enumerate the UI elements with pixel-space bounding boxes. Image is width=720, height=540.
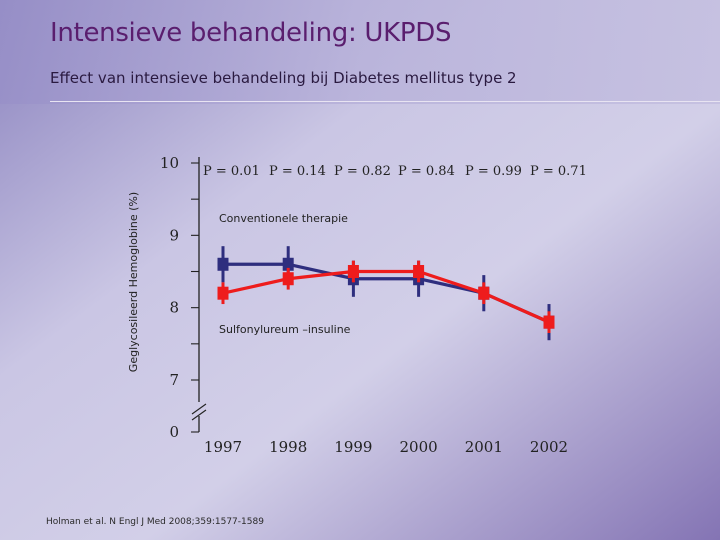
data-point bbox=[282, 272, 294, 286]
p-value-label: P = 0.14 bbox=[269, 164, 326, 179]
y-tick-label: 0 bbox=[169, 423, 179, 441]
data-point bbox=[217, 286, 229, 300]
citation: Holman et al. N Engl J Med 2008;359:1577… bbox=[46, 517, 264, 527]
series-layer bbox=[217, 246, 555, 341]
y-tick-label: 10 bbox=[160, 154, 179, 172]
x-tick-label: 2001 bbox=[465, 438, 503, 456]
p-value-label: P = 0.99 bbox=[465, 164, 522, 179]
y-tick-label: 7 bbox=[169, 371, 179, 389]
title-divider bbox=[50, 101, 720, 102]
p-value-label: P = 0.71 bbox=[530, 164, 587, 179]
axis-break-mark bbox=[191, 403, 207, 415]
x-tick-label: 2000 bbox=[400, 438, 438, 456]
series-label-conventional: Conventionele therapie bbox=[219, 212, 348, 225]
x-tick-label: 2002 bbox=[530, 438, 568, 456]
data-point bbox=[543, 315, 555, 329]
x-tick-label: 1999 bbox=[334, 438, 372, 456]
series-label-sulfonylurea: Sulfonylureum –insuline bbox=[219, 323, 351, 336]
data-point bbox=[413, 265, 425, 278]
data-point bbox=[347, 265, 359, 278]
x-tick-label: 1998 bbox=[269, 438, 307, 456]
slide-title: Intensieve behandeling: UKPDS bbox=[50, 18, 452, 48]
data-point bbox=[282, 257, 294, 271]
data-point bbox=[478, 286, 490, 300]
data-point bbox=[217, 257, 229, 271]
axis-break-mark bbox=[191, 409, 207, 421]
y-tick-label: 8 bbox=[169, 299, 179, 317]
p-value-label: P = 0.01 bbox=[203, 164, 260, 179]
p-value-label: P = 0.84 bbox=[398, 164, 455, 179]
x-tick-label: 1997 bbox=[204, 438, 242, 456]
p-value-label: P = 0.82 bbox=[334, 164, 391, 179]
p-value-row: P = 0.01 P = 0.14 P = 0.82 P = 0.84 P = 0.99… bbox=[203, 164, 587, 179]
axis-layer: 10 9 8 7 0 1997 1998 1999 2000 2001 2002 bbox=[160, 154, 568, 456]
slide-subtitle: Effect van intensieve behandeling bij Di… bbox=[50, 69, 517, 87]
y-axis-label: Geglycosileerd Hemoglobine (%) bbox=[127, 192, 140, 372]
y-tick-label: 9 bbox=[169, 226, 179, 244]
series-line-1 bbox=[222, 269, 550, 324]
